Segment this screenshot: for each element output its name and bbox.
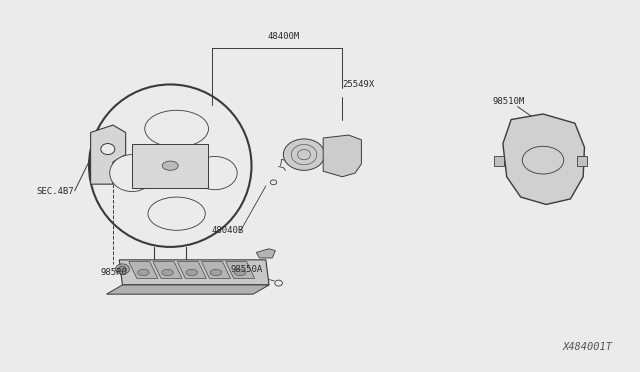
Ellipse shape [284,139,324,170]
Ellipse shape [234,269,246,276]
Polygon shape [202,262,230,278]
Ellipse shape [163,161,178,170]
Polygon shape [177,262,206,278]
Ellipse shape [138,269,149,276]
Text: X484001T: X484001T [563,342,613,352]
Text: 98550A: 98550A [231,264,263,274]
Text: SEC.4B7: SEC.4B7 [36,187,74,196]
FancyBboxPatch shape [132,144,209,188]
Ellipse shape [118,266,126,272]
Ellipse shape [270,180,276,185]
Polygon shape [153,262,182,278]
Text: 98510M: 98510M [492,97,524,106]
Ellipse shape [275,280,282,286]
Polygon shape [503,114,584,205]
Text: 48040B: 48040B [212,226,244,235]
Ellipse shape [145,110,209,147]
Ellipse shape [193,157,237,190]
Polygon shape [119,260,269,285]
Polygon shape [256,249,275,258]
Ellipse shape [210,269,221,276]
Text: 48400M: 48400M [268,32,300,41]
Ellipse shape [115,264,129,274]
Ellipse shape [186,269,198,276]
FancyBboxPatch shape [494,157,504,166]
Ellipse shape [109,155,154,192]
FancyBboxPatch shape [577,157,587,166]
Polygon shape [129,262,158,278]
Polygon shape [226,262,255,278]
Text: 25549X: 25549X [342,80,374,89]
Polygon shape [106,285,269,294]
Ellipse shape [148,197,205,230]
Polygon shape [323,135,362,177]
Polygon shape [91,125,125,184]
Ellipse shape [162,269,173,276]
Text: 985R0: 985R0 [100,268,127,278]
Ellipse shape [100,144,115,155]
